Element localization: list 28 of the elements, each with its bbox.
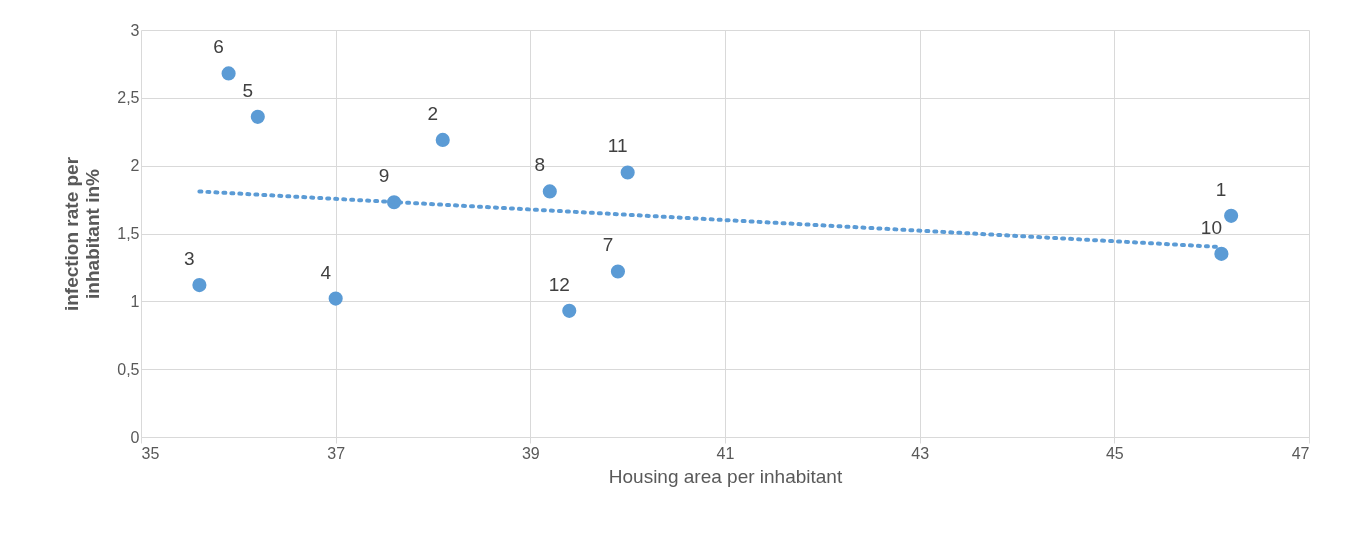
annotation: 11	[607, 135, 628, 157]
annotation: 7	[602, 234, 614, 256]
x-tick-label: 35	[141, 444, 160, 462]
y-tick-label: 2,5	[117, 89, 140, 107]
annotation: 4	[320, 261, 332, 283]
y-axis-title: infection rate per inhabitant in%	[61, 156, 104, 312]
x-tick-label: 43	[911, 444, 930, 462]
x-tick-label: 45	[1105, 444, 1124, 462]
y-tick-label: 2	[130, 157, 140, 175]
annotation: 9	[378, 165, 390, 187]
annotation: 10	[1200, 216, 1222, 238]
y-tick-label: 3	[130, 21, 140, 39]
annotation: 12	[548, 273, 570, 295]
annotation: 2	[427, 102, 439, 124]
annotation: 5	[242, 79, 254, 101]
y-tick-label: 0	[130, 428, 140, 446]
x-tick-label: 39	[521, 444, 540, 462]
x-axis-title: Housing area per inhabitant	[608, 465, 843, 487]
x-tick-label: 41	[716, 444, 735, 462]
annotation: 1	[1215, 178, 1227, 200]
y-tick-label: 0,5	[117, 360, 140, 378]
x-tick-label: 47	[1291, 444, 1310, 462]
annotation: 8	[534, 154, 546, 176]
y-tick-label: 1	[130, 292, 140, 310]
y-tick-label: 1,5	[117, 225, 140, 242]
x-tick-label: 37	[327, 444, 346, 462]
annotation: 6	[213, 36, 224, 58]
annotation: 3	[184, 248, 195, 270]
